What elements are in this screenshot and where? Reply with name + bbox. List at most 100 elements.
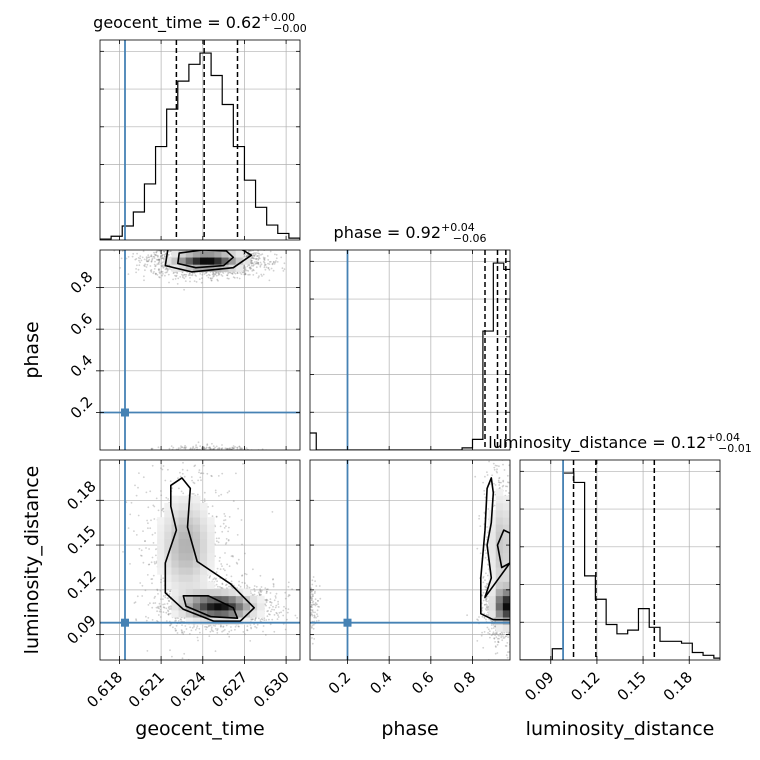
sample-point	[252, 265, 255, 267]
sample-point	[161, 247, 163, 249]
sample-point	[257, 250, 259, 252]
sample-point	[153, 597, 156, 599]
sample-point	[231, 554, 234, 557]
sample-point	[168, 613, 170, 615]
sample-point	[244, 272, 247, 275]
density-bin	[178, 552, 187, 561]
sample-point	[255, 452, 257, 454]
sample-point	[160, 611, 162, 613]
sample-point	[222, 247, 224, 249]
sample-point	[171, 487, 174, 490]
sample-point	[135, 271, 138, 274]
sample-point	[181, 630, 183, 632]
sample-point	[179, 452, 181, 454]
sample-point	[144, 540, 146, 543]
sample-point	[246, 584, 248, 587]
sample-point	[155, 265, 157, 267]
sample-point	[259, 261, 262, 264]
sample-point	[274, 597, 277, 599]
sample-point	[255, 252, 257, 254]
sample-point	[153, 505, 156, 508]
sample-point	[165, 496, 168, 499]
density-bin	[214, 595, 222, 604]
sample-point	[133, 530, 135, 532]
sample-point	[159, 256, 162, 259]
sample-point	[160, 494, 163, 497]
sample-point	[263, 257, 265, 260]
sample-point	[205, 272, 207, 275]
sample-point	[275, 604, 278, 607]
sample-point	[216, 278, 219, 281]
sample-point	[224, 241, 226, 243]
sample-point	[121, 250, 124, 253]
sample-point	[129, 513, 132, 516]
sample-point	[235, 472, 237, 475]
sample-point	[521, 624, 523, 626]
sample-point	[152, 504, 155, 507]
x-tick-label: 0.621	[125, 668, 168, 711]
density-bin	[192, 502, 201, 511]
sample-point	[218, 271, 220, 274]
sample-point	[225, 453, 227, 455]
sample-point	[165, 267, 168, 269]
sample-point	[151, 582, 153, 585]
sample-point	[161, 468, 164, 471]
sample-point	[262, 273, 265, 276]
sample-point	[249, 245, 251, 247]
sample-point	[202, 472, 205, 475]
sample-point	[274, 253, 276, 256]
sample-point	[215, 274, 218, 277]
axes-frame	[99, 459, 301, 661]
sample-point	[512, 643, 514, 645]
sample-point	[258, 275, 260, 277]
density-bin	[178, 495, 187, 504]
histogram-step-geocent_time	[100, 52, 300, 240]
truth-marker	[121, 408, 129, 417]
sample-point	[218, 447, 221, 450]
sample-point	[251, 453, 253, 455]
sample-point	[250, 453, 252, 455]
density-bin	[157, 567, 165, 575]
sample-point	[200, 472, 203, 474]
sample-point	[284, 591, 287, 594]
sample-point	[205, 248, 207, 250]
sample-point	[265, 599, 268, 602]
sample-point	[195, 245, 197, 247]
sample-point	[237, 507, 240, 510]
sample-point	[241, 574, 244, 577]
sample-point	[144, 540, 147, 542]
density-bin	[228, 610, 237, 618]
sample-point	[176, 247, 178, 249]
sample-point	[212, 445, 215, 447]
sample-point	[219, 568, 222, 571]
sample-point	[175, 441, 177, 443]
x-tick-label: 0.12	[567, 668, 603, 704]
sample-point	[154, 454, 156, 456]
sample-point	[164, 268, 167, 271]
sample-point	[207, 273, 210, 276]
density-bin	[178, 567, 187, 575]
sample-point	[176, 438, 178, 440]
sample-point	[270, 610, 272, 613]
sample-point	[160, 257, 163, 260]
sample-point	[227, 530, 230, 533]
sample-point	[156, 274, 159, 276]
sample-point	[145, 615, 147, 618]
sample-point	[158, 607, 160, 610]
sample-point	[154, 273, 157, 276]
sample-point	[192, 445, 195, 448]
sample-point	[190, 629, 193, 632]
sample-point	[269, 601, 272, 603]
sample-point	[146, 263, 149, 266]
sample-point	[147, 256, 150, 259]
sample-point	[225, 584, 227, 587]
sample-point	[195, 451, 197, 453]
y-tick-label: 0.18	[63, 477, 99, 513]
density-bin	[200, 538, 208, 547]
density-bin	[164, 574, 172, 582]
sample-point	[140, 554, 142, 557]
sample-point	[217, 245, 219, 247]
sample-point	[314, 580, 316, 583]
sample-point	[137, 268, 140, 271]
sample-point	[236, 446, 239, 449]
